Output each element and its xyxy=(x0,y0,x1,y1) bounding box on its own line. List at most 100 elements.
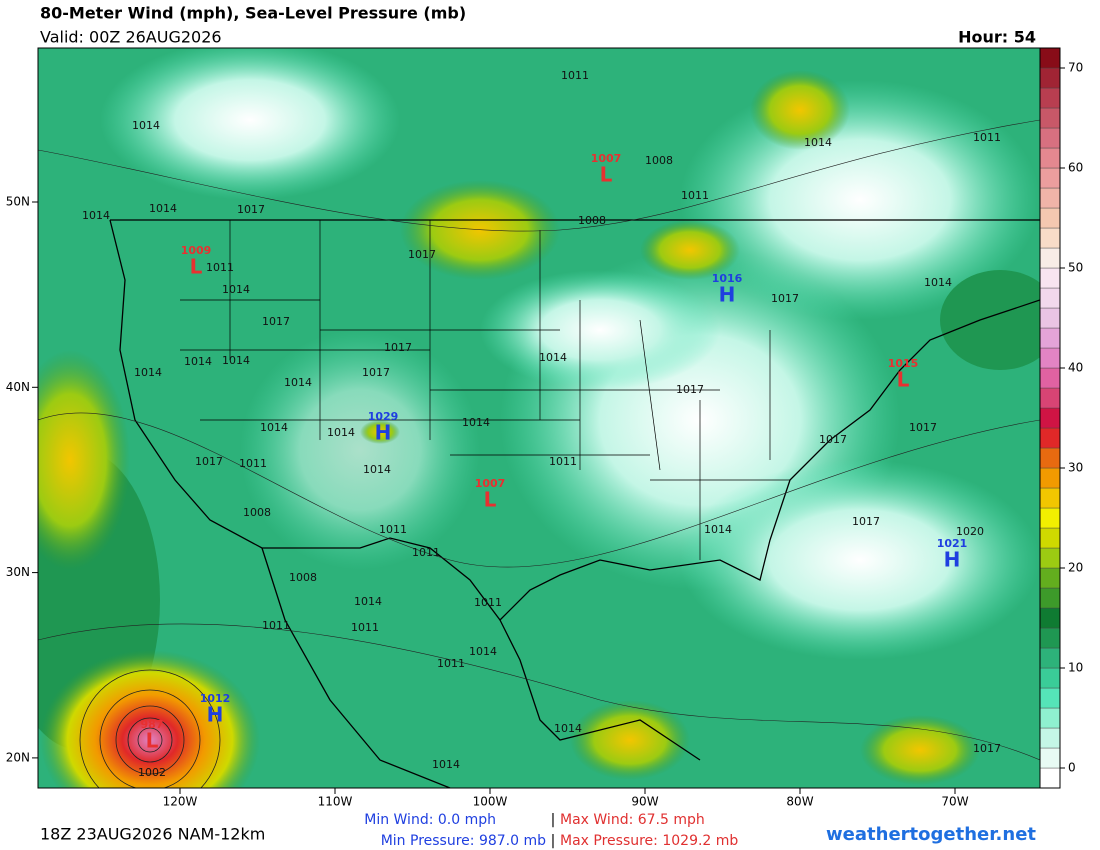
color-band xyxy=(1039,567,1061,589)
pressure-center-value: 987 xyxy=(141,718,164,731)
isobar-label: 1008 xyxy=(578,214,606,227)
isobar-label: 1017 xyxy=(819,433,847,446)
site-link[interactable]: weathertogether.net xyxy=(826,824,1036,845)
isobar-label: 1017 xyxy=(262,315,290,328)
isobar-label: 1017 xyxy=(909,421,937,434)
colorbar-label: 40 xyxy=(1068,361,1083,375)
isobar-label: 1008 xyxy=(645,154,673,167)
color-band xyxy=(1039,467,1061,489)
color-band xyxy=(1039,527,1061,549)
color-band xyxy=(1039,127,1061,149)
isobar-label: 1014 xyxy=(134,366,162,379)
color-band xyxy=(1039,347,1061,369)
color-band xyxy=(1039,627,1061,649)
pressure-center-letter: L xyxy=(190,255,203,279)
color-band xyxy=(1039,287,1061,309)
pressure-center-letter: L xyxy=(484,488,497,512)
lon-label: 90W xyxy=(631,795,658,809)
max-pressure: Max Pressure: 1029.2 mb xyxy=(560,833,738,849)
isobar-label: 1014 xyxy=(284,376,312,389)
lon-label: 120W xyxy=(163,795,198,809)
color-band xyxy=(1039,67,1061,89)
colorbar-label: 60 xyxy=(1068,161,1083,175)
isobar-label: 1011 xyxy=(239,457,267,470)
isobar-label: 1014 xyxy=(222,283,250,296)
pressure-center-value: 1009 xyxy=(181,244,212,257)
mexico-coast xyxy=(261,547,701,788)
hurricane-isobars xyxy=(79,669,221,788)
color-band xyxy=(1039,747,1061,769)
colorbar-label: 70 xyxy=(1068,61,1083,75)
pressure-center-value: 1012 xyxy=(200,692,231,705)
isobar-label: 1011 xyxy=(561,69,589,82)
color-band xyxy=(1039,167,1061,189)
color-band xyxy=(1039,427,1061,449)
forecast-hour: Hour: 54 xyxy=(958,28,1036,47)
isobar-label: 1017 xyxy=(676,383,704,396)
color-band xyxy=(1039,507,1061,529)
isobar-label: 1017 xyxy=(384,341,412,354)
lon-label: 80W xyxy=(786,795,813,809)
isobar-label: 1011 xyxy=(206,261,234,274)
isobar-label: 1014 xyxy=(363,463,391,476)
lat-label: 40N xyxy=(6,380,30,394)
separator: | xyxy=(551,833,556,849)
colorbar-label: 20 xyxy=(1068,561,1083,575)
pressure-center-value: 1021 xyxy=(937,537,968,550)
coastline xyxy=(109,219,1040,621)
color-band xyxy=(1039,247,1061,269)
valid-time: Valid: 00Z 26AUG2026 xyxy=(40,28,222,47)
isobar-label: 1011 xyxy=(351,621,379,634)
color-band xyxy=(1039,647,1061,669)
color-band xyxy=(1039,487,1061,509)
isobar-label: 1008 xyxy=(289,571,317,584)
color-band xyxy=(1039,87,1061,109)
color-band xyxy=(1039,367,1061,389)
colorbar-label: 0 xyxy=(1068,761,1076,775)
isobar-label: 1014 xyxy=(327,426,355,439)
model-run: 18Z 23AUG2026 NAM-12km xyxy=(40,825,265,844)
color-band xyxy=(1039,687,1061,709)
isobar-label: 1014 xyxy=(432,758,460,771)
isobar-label: 1020 xyxy=(956,525,984,538)
color-band xyxy=(1039,147,1061,169)
pressure-center-letter: H xyxy=(207,703,224,727)
isobar-label: 1017 xyxy=(362,366,390,379)
pressure-center-letter: H xyxy=(944,548,961,572)
isobar-label: 1017 xyxy=(852,515,880,528)
lat-label: 20N xyxy=(6,750,30,764)
isobar-label: 1017 xyxy=(771,292,799,305)
isobar-label: 1014 xyxy=(462,416,490,429)
pressure-center-letter: H xyxy=(719,283,736,307)
isobar-label: 1011 xyxy=(412,546,440,559)
isobar-label: 1014 xyxy=(469,645,497,658)
color-band xyxy=(1039,107,1061,129)
pressure-center-value: 1029 xyxy=(368,410,399,423)
isobar-label: 1017 xyxy=(973,742,1001,755)
isobar-label: 1011 xyxy=(549,455,577,468)
isobar-label: 1011 xyxy=(681,189,709,202)
colorbar-label: 10 xyxy=(1068,661,1083,675)
isobar-label: 1011 xyxy=(379,523,407,536)
pressure-center-letter: H xyxy=(375,421,392,445)
state-borders xyxy=(180,220,790,560)
min-pressure: Min Pressure: 987.0 mb xyxy=(381,833,546,849)
isobar-label: 1014 xyxy=(539,351,567,364)
isobar-label: 1017 xyxy=(237,203,265,216)
lon-label: 100W xyxy=(473,795,508,809)
isobar-label: 1014 xyxy=(260,421,288,434)
color-band xyxy=(1039,767,1061,789)
pressure-center-letter: L xyxy=(146,729,159,753)
isobar-label: 1014 xyxy=(804,136,832,149)
separator: | xyxy=(551,812,556,828)
pressure-center-value: 1015 xyxy=(888,357,919,370)
color-band xyxy=(1039,327,1061,349)
isobar-label: 1002 xyxy=(138,766,166,779)
pressure-center-value: 1016 xyxy=(712,272,743,285)
lat-label: 30N xyxy=(6,565,30,579)
color-band xyxy=(1039,547,1061,569)
colorbar-frame xyxy=(1039,47,1061,789)
colorbar-label: 30 xyxy=(1068,461,1083,475)
pressure-center-value: 1007 xyxy=(591,152,622,165)
